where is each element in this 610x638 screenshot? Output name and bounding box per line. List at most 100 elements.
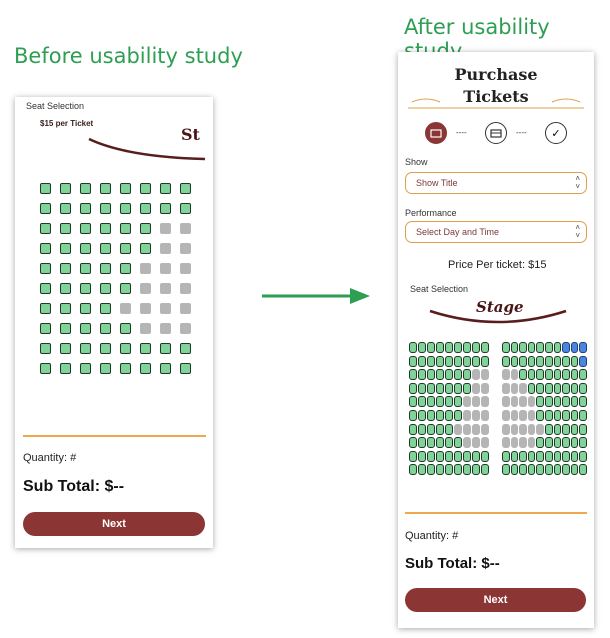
seat-available[interactable] [40, 243, 51, 254]
seat-available[interactable] [445, 410, 453, 421]
seat-available[interactable] [120, 363, 131, 374]
seat-available[interactable] [100, 283, 111, 294]
seat-available[interactable] [418, 464, 426, 476]
seat-available[interactable] [463, 355, 471, 367]
seat-available[interactable] [60, 303, 71, 314]
seat-available[interactable] [60, 223, 71, 234]
seat-available[interactable] [418, 410, 426, 421]
seat-available[interactable] [409, 355, 417, 367]
seat-available[interactable] [553, 437, 562, 449]
seat-available[interactable] [100, 263, 111, 274]
seat-available[interactable] [570, 437, 579, 449]
seat-available[interactable] [140, 223, 151, 234]
seat-available[interactable] [562, 369, 570, 381]
seat-available[interactable] [481, 355, 489, 367]
seat-available[interactable] [100, 243, 111, 254]
seat-available[interactable] [120, 323, 131, 334]
seat-available[interactable] [100, 323, 111, 334]
seat-available[interactable] [570, 464, 579, 476]
seat-available[interactable] [536, 382, 544, 394]
seat-available[interactable] [40, 183, 51, 194]
seat-available[interactable] [80, 183, 91, 194]
seat-available[interactable] [463, 450, 471, 462]
seat-available[interactable] [481, 464, 489, 476]
seat-available[interactable] [160, 363, 171, 374]
seat-available[interactable] [418, 369, 426, 381]
seat-available[interactable] [545, 437, 553, 449]
seat-available[interactable] [454, 369, 462, 381]
seat-available[interactable] [481, 342, 489, 353]
seat-available[interactable] [553, 342, 562, 353]
seat-available[interactable] [418, 382, 426, 394]
seat-available[interactable] [472, 450, 480, 462]
seat-available[interactable] [80, 263, 91, 274]
seat-available[interactable] [570, 423, 579, 435]
seat-available[interactable] [536, 342, 544, 353]
seat-available[interactable] [427, 355, 435, 367]
seat-available[interactable] [545, 342, 553, 353]
seat-available[interactable] [427, 423, 435, 435]
seat-available[interactable] [502, 355, 510, 367]
seat-available[interactable] [140, 243, 151, 254]
seat-available[interactable] [436, 410, 444, 421]
seat-available[interactable] [527, 342, 536, 353]
seat-available[interactable] [454, 410, 462, 421]
seat-available[interactable] [40, 223, 51, 234]
seat-available[interactable] [427, 342, 435, 353]
seat-available[interactable] [562, 355, 570, 367]
seat-available[interactable] [545, 382, 553, 394]
seat-available[interactable] [120, 203, 131, 214]
seat-available[interactable] [536, 450, 544, 462]
seat-available[interactable] [527, 355, 536, 367]
seat-available[interactable] [472, 464, 480, 476]
performance-select[interactable]: Select Day and Time ˄ ˅ [405, 221, 587, 243]
next-button[interactable]: Next [23, 512, 205, 536]
seat-available[interactable] [80, 283, 91, 294]
seat-available[interactable] [519, 369, 527, 381]
seat-available[interactable] [562, 396, 570, 408]
seat-available[interactable] [120, 263, 131, 274]
seat-available[interactable] [60, 243, 71, 254]
seat-available[interactable] [120, 183, 131, 194]
seat-available[interactable] [40, 343, 51, 354]
seat-available[interactable] [60, 283, 71, 294]
seat-available[interactable] [463, 342, 471, 353]
seat-available[interactable] [436, 382, 444, 394]
seat-available[interactable] [579, 369, 587, 381]
seat-available[interactable] [409, 396, 417, 408]
seat-available[interactable] [553, 423, 562, 435]
seat-available[interactable] [80, 343, 91, 354]
seat-available[interactable] [536, 464, 544, 476]
seat-available[interactable] [553, 410, 562, 421]
seat-available[interactable] [562, 410, 570, 421]
seat-available[interactable] [519, 342, 527, 353]
seat-available[interactable] [527, 369, 536, 381]
seat-available[interactable] [545, 396, 553, 408]
seat-available[interactable] [100, 183, 111, 194]
seat-available[interactable] [409, 437, 417, 449]
seat-available[interactable] [536, 369, 544, 381]
seat-available[interactable] [445, 382, 453, 394]
seat-available[interactable] [570, 382, 579, 394]
seat-selected[interactable] [570, 342, 579, 353]
seat-available[interactable] [100, 303, 111, 314]
seat-available[interactable] [120, 223, 131, 234]
seat-available[interactable] [579, 437, 587, 449]
seat-available[interactable] [527, 382, 536, 394]
seat-available[interactable] [409, 369, 417, 381]
seat-available[interactable] [40, 323, 51, 334]
seat-available[interactable] [510, 355, 519, 367]
seat-available[interactable] [60, 323, 71, 334]
seat-available[interactable] [472, 342, 480, 353]
seat-available[interactable] [545, 355, 553, 367]
seat-available[interactable] [527, 464, 536, 476]
seat-available[interactable] [553, 369, 562, 381]
seat-available[interactable] [510, 450, 519, 462]
seat-available[interactable] [40, 263, 51, 274]
seat-available[interactable] [409, 450, 417, 462]
seat-available[interactable] [536, 396, 544, 408]
seat-available[interactable] [454, 382, 462, 394]
seat-available[interactable] [409, 464, 417, 476]
seat-available[interactable] [445, 355, 453, 367]
seat-available[interactable] [562, 464, 570, 476]
